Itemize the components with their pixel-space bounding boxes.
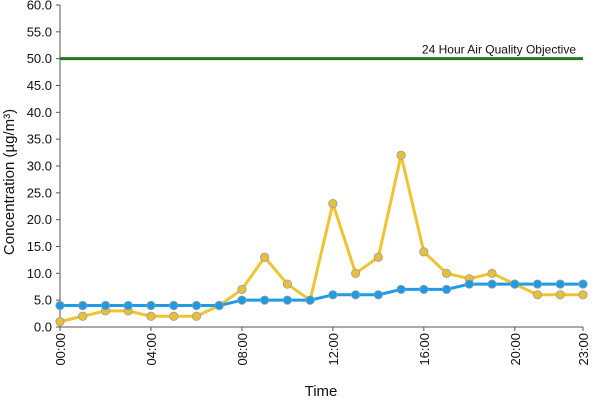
series-2-point — [373, 290, 383, 300]
x-tick-label: 00:00 — [53, 333, 68, 366]
series-2-point — [487, 279, 497, 289]
series-1-point — [237, 284, 247, 295]
series-1-point — [373, 252, 383, 262]
plot-area: 0.0 5.0 10.0 15.0 20.0 25.0 30.0 35.0 40.0 45.0 50… — [27, 0, 591, 366]
series-2-point — [55, 300, 65, 311]
series-2-point — [578, 279, 588, 289]
series-1-point — [146, 311, 156, 321]
series-1-point — [441, 268, 452, 278]
series-2-point — [191, 300, 202, 311]
y-tick-label: 15.0 — [27, 239, 52, 254]
series-1-point — [260, 252, 270, 262]
x-tick-label: 12:00 — [326, 333, 341, 366]
series-1-point — [419, 247, 429, 257]
series-2-point — [78, 300, 88, 311]
series-2-point — [146, 300, 156, 311]
x-tick-label: 23:00 — [576, 333, 591, 366]
series-2-point — [123, 300, 133, 311]
series-2-point — [396, 284, 406, 295]
y-tick-label: 25.0 — [27, 185, 52, 200]
y-tick-label: 45.0 — [27, 78, 52, 93]
y-tick-label: 50.0 — [27, 51, 52, 66]
series-2-point — [169, 300, 179, 311]
series-1-point — [555, 290, 565, 300]
y-tick-label: 0.0 — [34, 320, 52, 335]
y-axis-title: Concentration (µg/m³) — [1, 109, 18, 255]
x-tick-label: 20:00 — [508, 333, 523, 366]
series-2-point — [214, 300, 224, 311]
series-2-point — [532, 279, 543, 289]
series-1-point — [351, 268, 361, 278]
y-tick-label: 60.0 — [27, 0, 52, 13]
series-1-point — [282, 279, 292, 289]
series-2-point — [555, 279, 565, 289]
series-2-point — [305, 295, 315, 305]
x-tick-label: 08:00 — [235, 333, 250, 366]
y-tick-label: 10.0 — [27, 266, 52, 281]
series-2-point — [237, 295, 247, 305]
x-tick-label: 16:00 — [417, 333, 432, 366]
y-tick-label: 40.0 — [27, 105, 52, 120]
series-2-point — [464, 279, 474, 289]
y-tick-label: 30.0 — [27, 159, 52, 174]
series-1-point — [396, 150, 406, 160]
y-tick-label: 55.0 — [27, 24, 52, 39]
y-axis-title-group: Concentration (µg/m³) — [1, 109, 18, 255]
x-axis-title: Time — [305, 383, 338, 400]
objective-reference-label: 24 Hour Air Quality Objective — [422, 43, 576, 57]
series-1-point — [578, 290, 588, 300]
series-2-point — [419, 284, 429, 295]
y-tick-label: 5.0 — [34, 293, 52, 308]
series-1-point — [487, 268, 497, 278]
y-tick-label: 35.0 — [27, 132, 52, 147]
series-2-point — [441, 284, 452, 295]
series-1-point — [191, 311, 202, 321]
x-tick-label: 04:00 — [144, 333, 159, 366]
series-2-line — [60, 282, 583, 308]
series-1-point — [55, 317, 65, 327]
series-2-point — [260, 295, 270, 305]
series-2-point — [328, 290, 338, 300]
series-2-point — [100, 300, 111, 311]
series-1-point — [328, 198, 338, 209]
y-tick-label: 20.0 — [27, 212, 52, 227]
series-2-point — [510, 279, 520, 289]
series-1-point — [169, 311, 179, 321]
series-1-point — [532, 290, 543, 300]
series-1-point — [78, 311, 88, 321]
series-2-point — [351, 290, 361, 300]
series-2-point — [282, 295, 292, 305]
